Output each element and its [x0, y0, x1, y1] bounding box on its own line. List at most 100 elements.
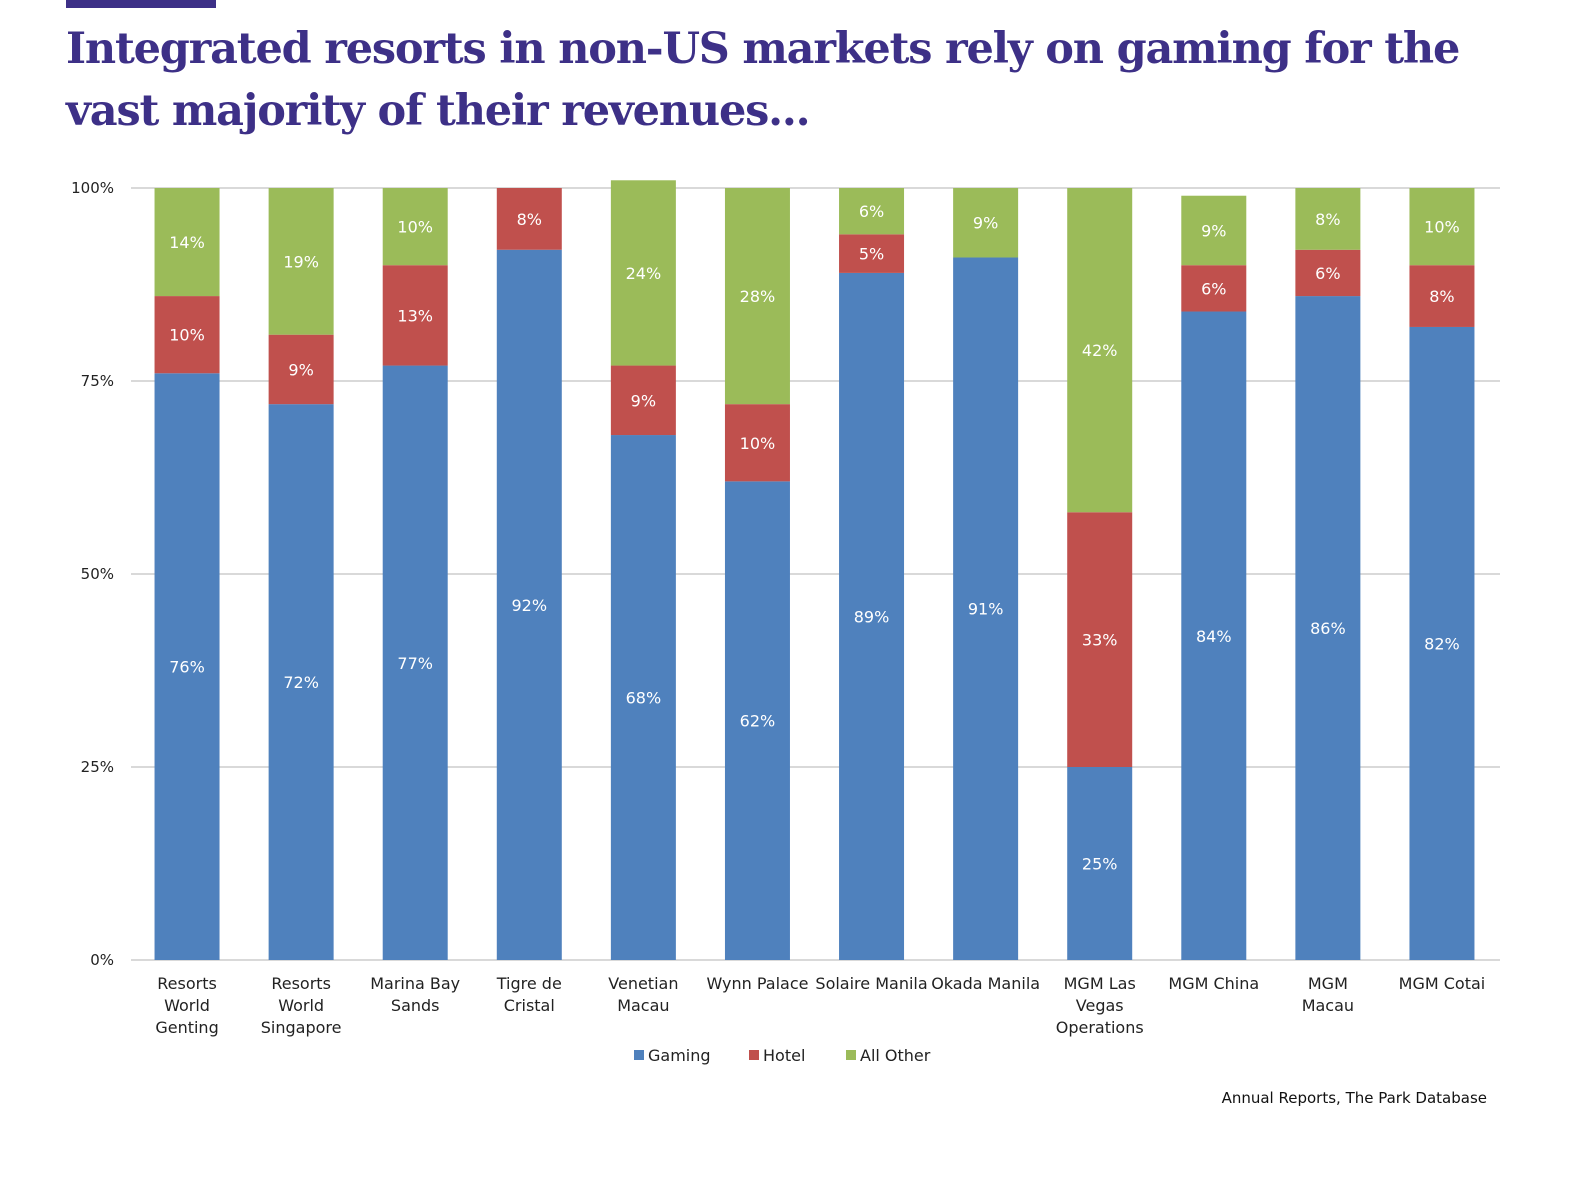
bar-segment-hotel: [154, 296, 220, 374]
bar-segment-hotel: [724, 404, 790, 482]
bar-segment-hotel: [610, 365, 676, 436]
data-label: 92%: [512, 596, 548, 615]
bar-stack: [382, 188, 448, 960]
data-label: 24%: [626, 264, 662, 283]
source-note: Annual Reports, The Park Database: [1221, 1089, 1487, 1107]
bar-segment-all-other: [953, 188, 1019, 258]
data-label: 6%: [859, 202, 884, 221]
x-category-label: Resorts World Singapore: [261, 974, 342, 1037]
title-accent-bar: [66, 0, 216, 8]
bar-segment-gaming: [953, 257, 1019, 961]
bar-segment-gaming: [839, 272, 905, 960]
x-category-label: Wynn Palace: [706, 974, 808, 993]
bar-segment-all-other: [268, 188, 334, 335]
y-tick-label: 75%: [81, 372, 114, 390]
bar-stack: [1409, 188, 1475, 961]
legend: Gaming Hotel All Other: [634, 1046, 931, 1065]
x-category-label: Okada Manila: [931, 974, 1040, 993]
data-label: 5%: [859, 245, 884, 264]
data-label: 9%: [1201, 221, 1226, 240]
y-axis-ticks: 0% 25% 50% 75% 100%: [71, 179, 114, 969]
legend-label: All Other: [860, 1046, 931, 1065]
x-category-label: Resorts World Genting: [155, 974, 218, 1037]
bar-stack: [610, 180, 676, 960]
y-tick-label: 50%: [81, 565, 114, 583]
data-label: 42%: [1082, 341, 1118, 360]
data-label: 6%: [1201, 279, 1226, 298]
bar-segment-all-other: [839, 188, 905, 235]
bar-segment-gaming: [382, 365, 448, 960]
bar-segment-hotel: [839, 234, 905, 273]
x-category-label: Venetian Macau: [608, 974, 678, 1015]
data-label: 77%: [397, 654, 433, 673]
bar-segment-all-other: [610, 180, 676, 366]
bar-stack: [1181, 195, 1247, 960]
bar-segment-hotel: [382, 265, 448, 366]
x-category-label: MGM Cotai: [1399, 974, 1486, 993]
bar-segment-hotel: [1181, 265, 1247, 312]
data-label: 13%: [397, 306, 433, 325]
x-category-label: MGM Las Vegas Operations: [1056, 974, 1144, 1037]
bar-segment-all-other: [1409, 188, 1475, 266]
bar-segment-gaming: [1295, 296, 1361, 961]
data-label: 62%: [740, 712, 776, 731]
bar-segment-gaming: [1067, 767, 1133, 960]
data-label: 10%: [169, 326, 205, 345]
y-tick-label: 0%: [90, 951, 114, 969]
bar-segment-gaming: [1181, 311, 1247, 960]
x-category-label: MGM China: [1168, 974, 1259, 993]
bar-segment-hotel: [1067, 512, 1133, 767]
bar-stack: [724, 188, 790, 960]
x-category-label: Solaire Manila: [815, 974, 927, 993]
bar-segment-all-other: [1067, 188, 1133, 513]
bar-segment-gaming: [610, 435, 676, 960]
x-axis-categories: Resorts World Genting Resorts World Singapore…: [155, 974, 1485, 1037]
x-category-label: MGM Macau: [1302, 974, 1354, 1015]
bar-segment-hotel: [1409, 265, 1475, 327]
data-label: 91%: [968, 600, 1004, 619]
bar-segment-all-other: [382, 188, 448, 266]
x-category-label: Tigre de Cristal: [496, 974, 562, 1015]
y-tick-label: 100%: [71, 179, 114, 197]
data-label: 89%: [854, 607, 890, 626]
bar-segment-all-other: [1295, 188, 1361, 250]
bar-segment-gaming: [268, 404, 334, 960]
data-label: 14%: [169, 233, 205, 252]
data-label: 9%: [631, 391, 656, 410]
data-label: 10%: [740, 434, 776, 453]
bar-segment-gaming: [496, 249, 562, 960]
bar-segment-hotel: [1295, 249, 1361, 297]
data-label: 86%: [1310, 619, 1346, 638]
data-label: 72%: [283, 673, 319, 692]
legend-swatch: [846, 1050, 856, 1060]
legend-item-all-other: All Other: [846, 1046, 931, 1065]
bar-segment-all-other: [1181, 195, 1247, 266]
bar-segment-all-other: [154, 188, 220, 297]
bar-segment-all-other: [724, 188, 790, 405]
data-label: 82%: [1424, 634, 1460, 653]
bar-stack: [953, 188, 1019, 961]
bar-segment-gaming: [1409, 326, 1475, 961]
legend-label: Gaming: [648, 1046, 711, 1065]
data-label: 68%: [626, 689, 662, 708]
x-category-label: Marina Bay Sands: [370, 974, 460, 1015]
legend-item-hotel: Hotel: [749, 1046, 805, 1065]
bars: [154, 180, 1475, 961]
bar-stack: [496, 188, 562, 960]
data-label: 33%: [1082, 631, 1118, 650]
bar-stack: [268, 188, 334, 960]
bar-stack: [1295, 188, 1361, 961]
y-tick-label: 25%: [81, 758, 114, 776]
chart-title: Integrated resorts in non-US markets rel…: [66, 24, 1460, 136]
bar-segment-hotel: [268, 334, 334, 405]
data-label: 6%: [1315, 264, 1340, 283]
bar-stack: [1067, 188, 1133, 960]
bar-segment-gaming: [154, 373, 220, 960]
legend-swatch: [749, 1050, 759, 1060]
data-label: 28%: [740, 287, 776, 306]
legend-item-gaming: Gaming: [634, 1046, 711, 1065]
bar-segment-hotel: [496, 188, 562, 250]
data-label: 9%: [288, 360, 313, 379]
bar-stack: [154, 188, 220, 960]
